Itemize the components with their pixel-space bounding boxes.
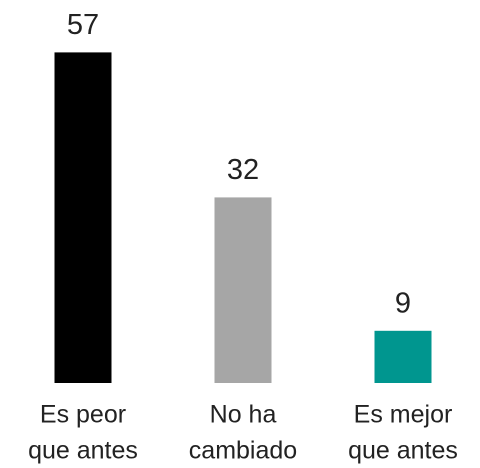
category-label: No ha	[210, 401, 277, 429]
value-label: 9	[395, 287, 411, 319]
category-label: que antes	[348, 437, 458, 465]
category-label: Es peor	[40, 401, 126, 429]
bar	[374, 330, 432, 383]
category-label: que antes	[28, 437, 138, 465]
bar	[214, 197, 272, 383]
bar	[54, 52, 112, 384]
value-label: 57	[67, 9, 99, 41]
category-label: cambiado	[189, 437, 297, 465]
category-label: Es mejor	[354, 401, 453, 429]
value-label: 32	[227, 154, 259, 186]
